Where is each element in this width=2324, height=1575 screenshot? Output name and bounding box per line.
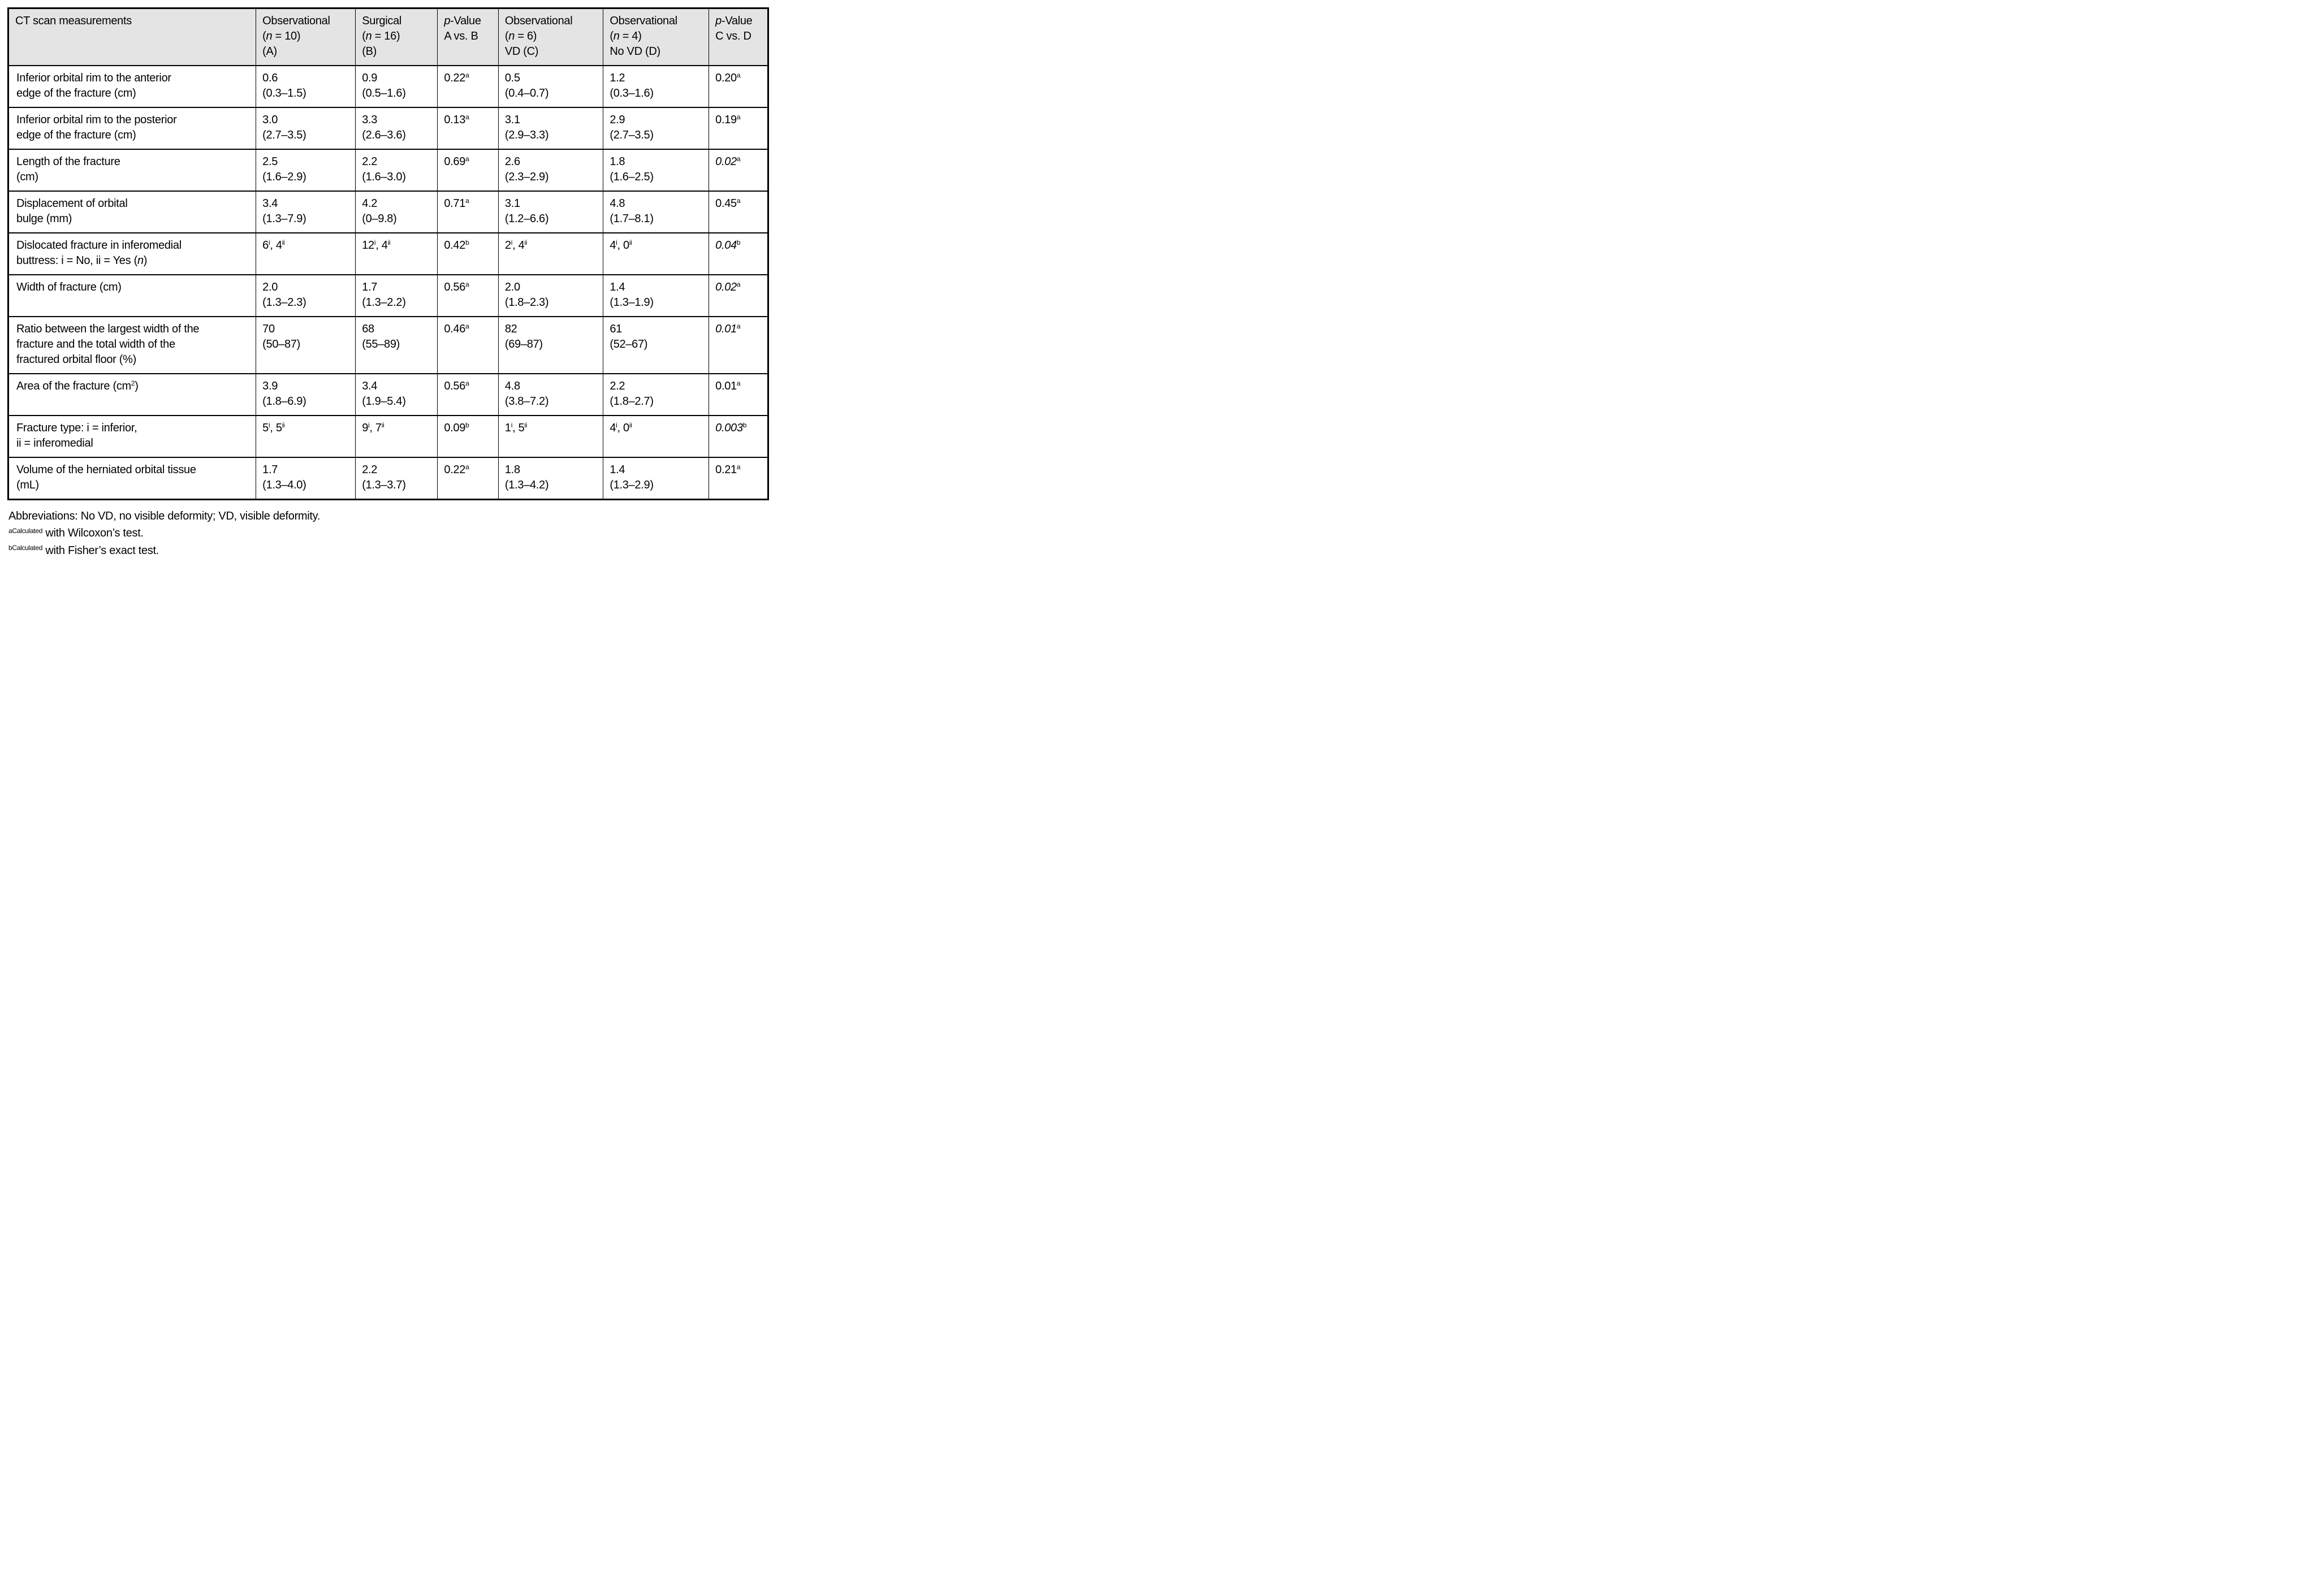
table-cell: 3.1 (2.9–3.3) bbox=[498, 107, 604, 150]
table-cell: 3.9 (1.8–6.9) bbox=[256, 373, 356, 416]
table-cell: 9i, 7ii bbox=[355, 415, 438, 458]
table-row: Width of fracture (cm) 2.0 (1.3–2.3) 1.7 (1.… bbox=[7, 274, 768, 317]
table-cell: 2.0 (1.8–2.3) bbox=[498, 274, 604, 317]
table-row: Fracture type: i = inferior, ii = inferom… bbox=[7, 415, 768, 458]
row-label: Area of the fracture (cm2) bbox=[7, 373, 257, 416]
table-cell: 6i, 4ii bbox=[256, 232, 356, 275]
row-label: Inferior orbital rim to the posterior edg… bbox=[7, 107, 257, 150]
table-cell: 0.56a bbox=[437, 373, 499, 416]
table-cell: 2.2 (1.3–3.7) bbox=[355, 457, 438, 500]
ct-scan-measurements-table: CT scan measurements Observational (n = 10… bbox=[7, 7, 769, 500]
table-cell: 2.6 (2.3–2.9) bbox=[498, 149, 604, 192]
table-header: CT scan measurements Observational (n = 10… bbox=[7, 7, 768, 66]
table-cell: 0.02a bbox=[709, 274, 768, 317]
table-cell: 0.21a bbox=[709, 457, 768, 500]
table-cell: 2.9 (2.7–3.5) bbox=[603, 107, 710, 150]
table-cell: 3.3 (2.6–3.6) bbox=[355, 107, 438, 150]
column-header: Observational (n = 4) No VD (D) bbox=[603, 7, 710, 66]
table-cell: 0.22a bbox=[437, 65, 499, 108]
table-cell: 3.0 (2.7–3.5) bbox=[256, 107, 356, 150]
row-label: Dislocated fracture in inferomedial buttr… bbox=[7, 232, 257, 275]
table-cell: 5i, 5ii bbox=[256, 415, 356, 458]
footnotes: Abbreviations: No VD, no visible deformi… bbox=[7, 508, 769, 559]
table-cell: 0.6 (0.3–1.5) bbox=[256, 65, 356, 108]
column-header: Observational (n = 10) (A) bbox=[256, 7, 356, 66]
table-cell: 1.7 (1.3–4.0) bbox=[256, 457, 356, 500]
table-cell: 2.2 (1.8–2.7) bbox=[603, 373, 710, 416]
table-cell: 2.0 (1.3–2.3) bbox=[256, 274, 356, 317]
table-cell: 3.4 (1.9–5.4) bbox=[355, 373, 438, 416]
table-cell: 1.4 (1.3–2.9) bbox=[603, 457, 710, 500]
footnote: bCalculated with Fisher’s exact test. bbox=[8, 544, 159, 557]
table-cell: 0.42b bbox=[437, 232, 499, 275]
table-row: Displacement of orbital bulge (mm) 3.4 (1.3… bbox=[7, 191, 768, 233]
table-cell: 2.2 (1.6–3.0) bbox=[355, 149, 438, 192]
table-cell: 2i, 4ii bbox=[498, 232, 604, 275]
table-cell: 0.01a bbox=[709, 316, 768, 374]
table-cell: 0.04b bbox=[709, 232, 768, 275]
table-cell: 4.2 (0–9.8) bbox=[355, 191, 438, 233]
table-cell: 0.5 (0.4–0.7) bbox=[498, 65, 604, 108]
table-cell: 0.20a bbox=[709, 65, 768, 108]
table-cell: 3.4 (1.3–7.9) bbox=[256, 191, 356, 233]
table-cell: 12i, 4ii bbox=[355, 232, 438, 275]
table-cell: 1.4 (1.3–1.9) bbox=[603, 274, 710, 317]
table-cell: 0.09b bbox=[437, 415, 499, 458]
table-cell: 0.71a bbox=[437, 191, 499, 233]
table-row: Dislocated fracture in inferomedial buttr… bbox=[7, 232, 768, 275]
row-label: Fracture type: i = inferior, ii = inferom… bbox=[7, 415, 257, 458]
table-cell: 1.2 (0.3–1.6) bbox=[603, 65, 710, 108]
table-cell: 4.8 (1.7–8.1) bbox=[603, 191, 710, 233]
table-cell: 0.22a bbox=[437, 457, 499, 500]
column-header: p-Value C vs. D bbox=[709, 7, 768, 66]
table-cell: 70 (50–87) bbox=[256, 316, 356, 374]
table-cell: 1.8 (1.3–4.2) bbox=[498, 457, 604, 500]
row-label: Ratio between the largest width of the fr… bbox=[7, 316, 257, 374]
column-header: CT scan measurements bbox=[7, 7, 257, 66]
table-body: Inferior orbital rim to the anterior edge… bbox=[7, 65, 768, 500]
row-label: Inferior orbital rim to the anterior edge… bbox=[7, 65, 257, 108]
table-row: Ratio between the largest width of the fr… bbox=[7, 316, 768, 374]
table-cell: 4i, 0ii bbox=[603, 232, 710, 275]
table-cell: 82 (69–87) bbox=[498, 316, 604, 374]
row-label: Volume of the herniated orbital tissue (m… bbox=[7, 457, 257, 500]
table-cell: 0.56a bbox=[437, 274, 499, 317]
footnote: aCalculated with Wilcoxon’s test. bbox=[8, 526, 144, 540]
row-label: Displacement of orbital bulge (mm) bbox=[7, 191, 257, 233]
table-cell: 0.003b bbox=[709, 415, 768, 458]
table-cell: 61 (52–67) bbox=[603, 316, 710, 374]
table-cell: 0.69a bbox=[437, 149, 499, 192]
table-cell: 2.5 (1.6–2.9) bbox=[256, 149, 356, 192]
table-cell: 4.8 (3.8–7.2) bbox=[498, 373, 604, 416]
table-cell: 4i, 0ii bbox=[603, 415, 710, 458]
row-label: Width of fracture (cm) bbox=[7, 274, 257, 317]
table-cell: 0.13a bbox=[437, 107, 499, 150]
column-header: Surgical (n = 16) (B) bbox=[355, 7, 438, 66]
table-row: Area of the fracture (cm2) 3.9 (1.8–6.9) 3.… bbox=[7, 373, 768, 416]
table-cell: 3.1 (1.2–6.6) bbox=[498, 191, 604, 233]
table-cell: 1i, 5ii bbox=[498, 415, 604, 458]
column-header: Observational (n = 6) VD (C) bbox=[498, 7, 604, 66]
table-row: Inferior orbital rim to the posterior edg… bbox=[7, 107, 768, 150]
row-label: Length of the fracture (cm) bbox=[7, 149, 257, 192]
table-cell: 1.7 (1.3–2.2) bbox=[355, 274, 438, 317]
table-cell: 0.46a bbox=[437, 316, 499, 374]
table-row: Volume of the herniated orbital tissue (m… bbox=[7, 457, 768, 500]
table-cell: 0.9 (0.5–1.6) bbox=[355, 65, 438, 108]
column-header: p-Value A vs. B bbox=[437, 7, 499, 66]
table-row: Length of the fracture (cm) 2.5 (1.6–2.9) 2.… bbox=[7, 149, 768, 192]
table-cell: 0.19a bbox=[709, 107, 768, 150]
document-page: CT scan measurements Observational (n = 10… bbox=[0, 0, 775, 566]
footnote: Abbreviations: No VD, no visible deformi… bbox=[8, 510, 321, 522]
table-cell: 0.45a bbox=[709, 191, 768, 233]
table-cell: 1.8 (1.6–2.5) bbox=[603, 149, 710, 192]
table-row: Inferior orbital rim to the anterior edge… bbox=[7, 65, 768, 108]
table-cell: 0.01a bbox=[709, 373, 768, 416]
table-cell: 68 (55–89) bbox=[355, 316, 438, 374]
table-cell: 0.02a bbox=[709, 149, 768, 192]
table-header-row: CT scan measurements Observational (n = 10… bbox=[7, 7, 768, 66]
